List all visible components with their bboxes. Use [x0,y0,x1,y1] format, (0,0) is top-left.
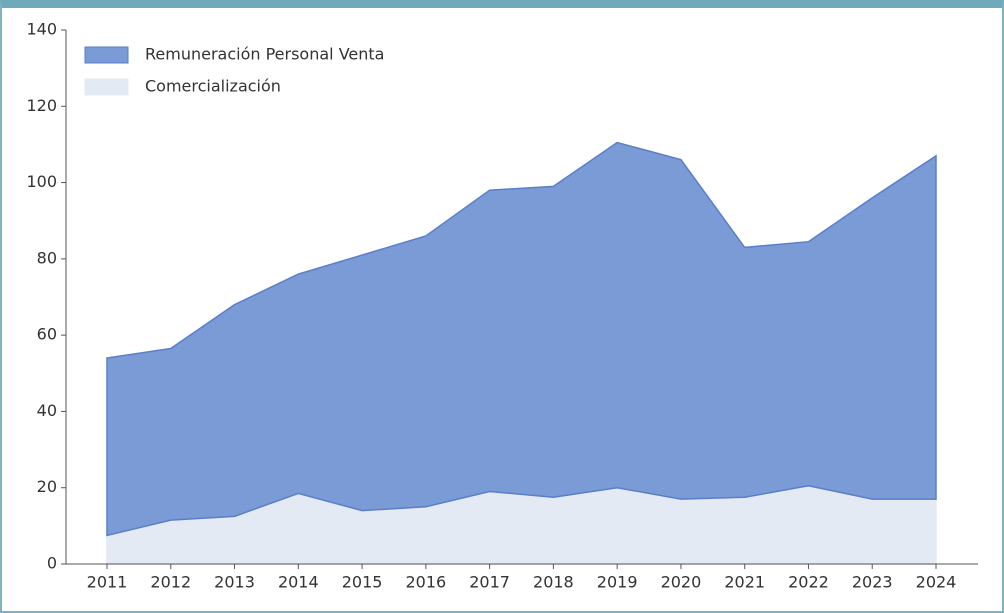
x-tick-label: 2015 [342,573,383,592]
x-tick-label: 2024 [916,573,957,592]
x-tick-label: 2016 [405,573,446,592]
y-tick-label: 100 [26,172,57,191]
x-tick-label: 2014 [278,573,319,592]
x-tick-label: 2021 [724,573,765,592]
x-tick-label: 2022 [788,573,829,592]
legend-label: Remuneración Personal Venta [145,45,384,64]
x-tick-label: 2011 [87,573,128,592]
y-tick-label: 0 [47,554,57,573]
x-tick-label: 2023 [852,573,893,592]
legend-swatch [84,46,129,64]
area [106,141,937,537]
x-tick-label: 2019 [597,573,638,592]
x-tick-label: 2018 [533,573,574,592]
y-tick-label: 80 [37,248,57,267]
x-tick-label: 2013 [214,573,255,592]
x-tick-label: 2020 [661,573,702,592]
x-tick-label: 2017 [469,573,510,592]
y-tick-label: 40 [37,401,57,420]
y-tick-label: 60 [37,325,57,344]
y-tick-label: 140 [26,20,57,39]
y-tick-label: 20 [37,477,57,496]
x-tick-label: 2012 [150,573,191,592]
legend-label: Comercialización [145,77,281,96]
y-tick-label: 120 [26,96,57,115]
legend-swatch [84,78,129,96]
